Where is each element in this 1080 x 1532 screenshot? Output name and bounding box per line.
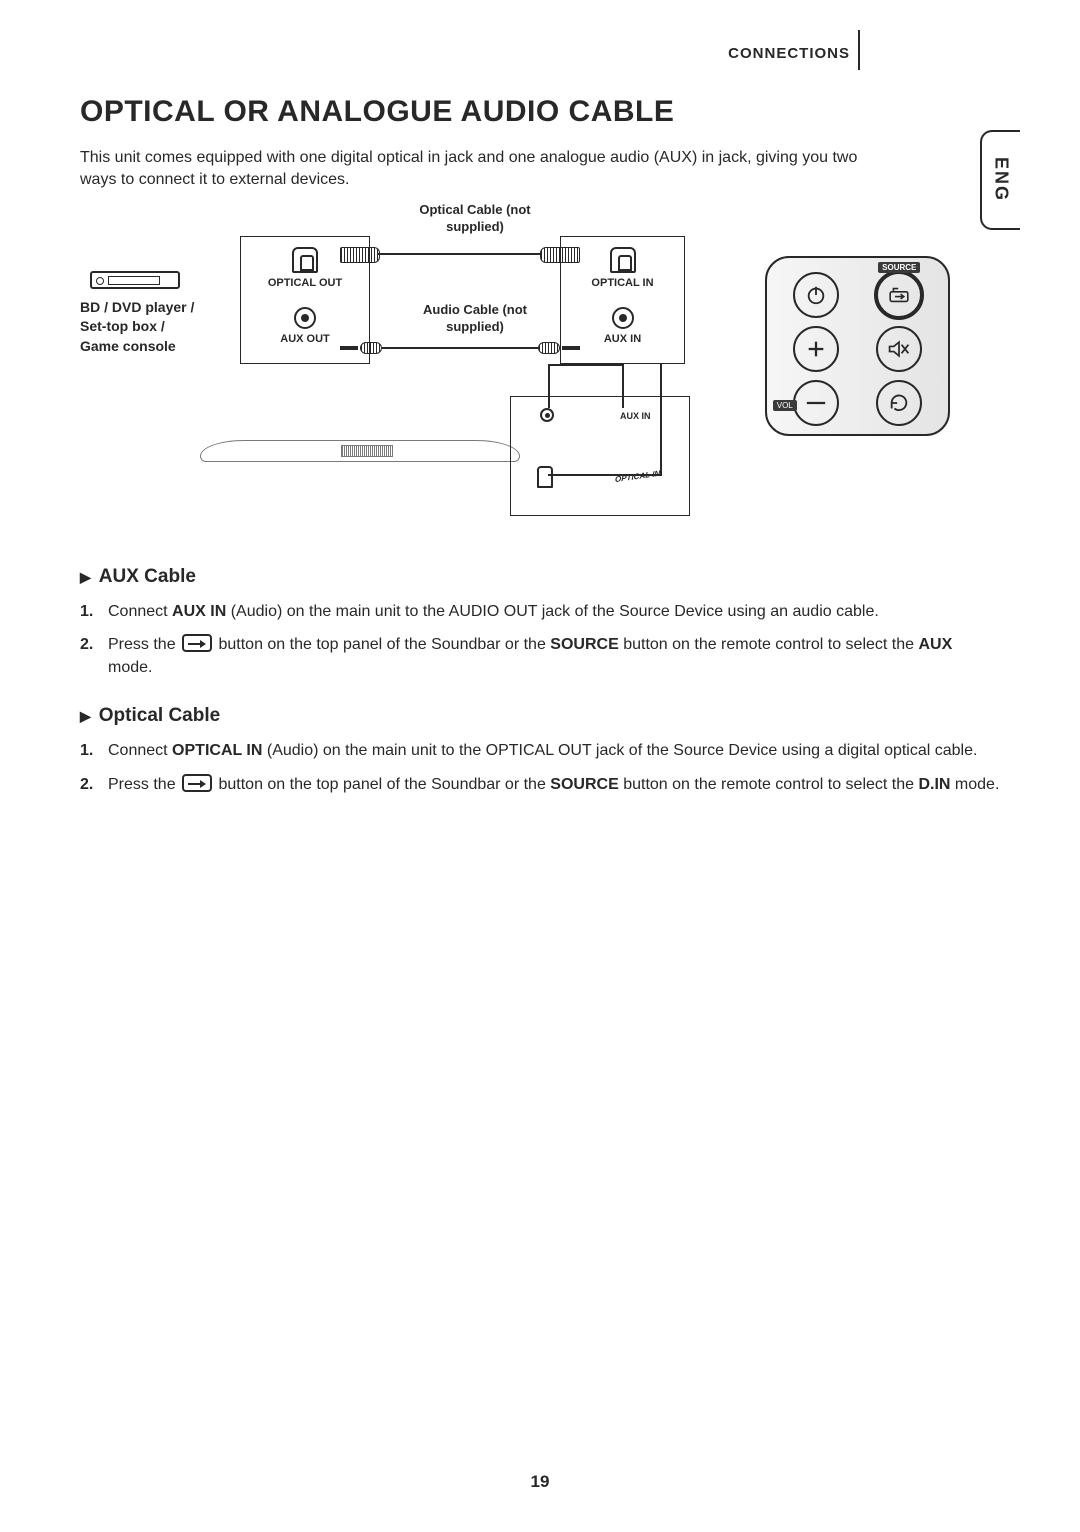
- remote-vol-up-button: [793, 326, 839, 372]
- text-bold: OPTICAL IN: [172, 742, 262, 759]
- aux-in-port-icon: [612, 307, 634, 329]
- text: (Audio) on the main unit to the AUDIO OU…: [226, 603, 879, 620]
- text: mode.: [950, 776, 999, 793]
- text-bold: SOURCE: [550, 636, 618, 653]
- soundbar-detail-box: [510, 396, 690, 516]
- remote-repeat-button: [876, 380, 922, 426]
- aux-cable-icon: [340, 344, 580, 352]
- source-button-icon: [182, 774, 212, 792]
- optical-section-heading: ▶Optical Cable: [80, 705, 1000, 727]
- text: button on the top panel of the Soundbar …: [214, 776, 550, 793]
- text: button on the remote control to select t…: [619, 776, 919, 793]
- text: Press the: [108, 776, 180, 793]
- remote-mute-button: [876, 326, 922, 372]
- optical-cable-icon: [340, 250, 580, 258]
- text-bold: D.IN: [918, 776, 950, 793]
- remote-source-button: SOURCE: [876, 272, 922, 318]
- header-divider: [858, 30, 860, 70]
- text: mode.: [108, 659, 152, 676]
- text-bold: AUX: [918, 636, 952, 653]
- unit-aux-port-icon: [540, 408, 554, 422]
- lead-line: [548, 364, 622, 366]
- unit-aux-label: AUX IN: [620, 411, 651, 421]
- source-button-icon: [182, 634, 212, 652]
- text: button on the top panel of the Soundbar …: [214, 636, 550, 653]
- optical-steps: Connect OPTICAL IN (Audio) on the main u…: [80, 739, 1000, 795]
- text: (Audio) on the main unit to the OPTICAL …: [262, 742, 977, 759]
- text: Press the: [108, 636, 180, 653]
- optical-in-label: OPTICAL IN: [561, 277, 684, 289]
- section-header: CONNECTIONS: [728, 45, 850, 62]
- remote-power-button: [793, 272, 839, 318]
- unit-optical-port-icon: [537, 466, 553, 488]
- aux-steps: Connect AUX IN (Audio) on the main unit …: [80, 600, 1000, 680]
- optical-out-label: OPTICAL OUT: [241, 277, 369, 289]
- connection-diagram: BD / DVD player / Set-top box / Game con…: [80, 216, 950, 526]
- remote-source-label: SOURCE: [878, 262, 920, 273]
- text: button on the remote control to select t…: [619, 636, 919, 653]
- language-label: ENG: [991, 157, 1012, 202]
- text: Connect: [108, 742, 172, 759]
- soundbar-icon: [200, 440, 520, 462]
- remote-vol-down-button: VOL: [793, 380, 839, 426]
- language-tab: ENG: [980, 130, 1020, 230]
- optical-step-2: Press the button on the top panel of the…: [80, 773, 1000, 796]
- page-number: 19: [0, 1472, 1080, 1492]
- source-device-label: BD / DVD player / Set-top box / Game con…: [80, 298, 194, 357]
- audio-cable-caption: Audio Cable (not supplied): [400, 302, 550, 336]
- aux-step-2: Press the button on the top panel of the…: [80, 633, 1000, 679]
- optical-out-port-icon: [292, 247, 318, 273]
- aux-heading-text: AUX Cable: [99, 566, 196, 587]
- intro-text: This unit comes equipped with one digita…: [80, 147, 1000, 192]
- optical-in-port-icon: [610, 247, 636, 273]
- aux-section-heading: ▶AUX Cable: [80, 566, 1000, 588]
- aux-step-1: Connect AUX IN (Audio) on the main unit …: [80, 600, 1000, 623]
- optical-step-1: Connect OPTICAL IN (Audio) on the main u…: [80, 739, 1000, 762]
- page-title: OPTICAL OR ANALOGUE AUDIO CABLE: [80, 95, 1000, 129]
- text: Connect: [108, 603, 172, 620]
- source-device-icon: [90, 271, 180, 289]
- remote-vol-label: VOL: [773, 400, 797, 411]
- remote-control-icon: SOURCE VOL: [765, 256, 950, 436]
- optical-heading-text: Optical Cable: [99, 705, 220, 726]
- optical-cable-caption: Optical Cable (not supplied): [400, 202, 550, 236]
- text-bold: SOURCE: [550, 776, 618, 793]
- text-bold: AUX IN: [172, 603, 226, 620]
- aux-out-port-icon: [294, 307, 316, 329]
